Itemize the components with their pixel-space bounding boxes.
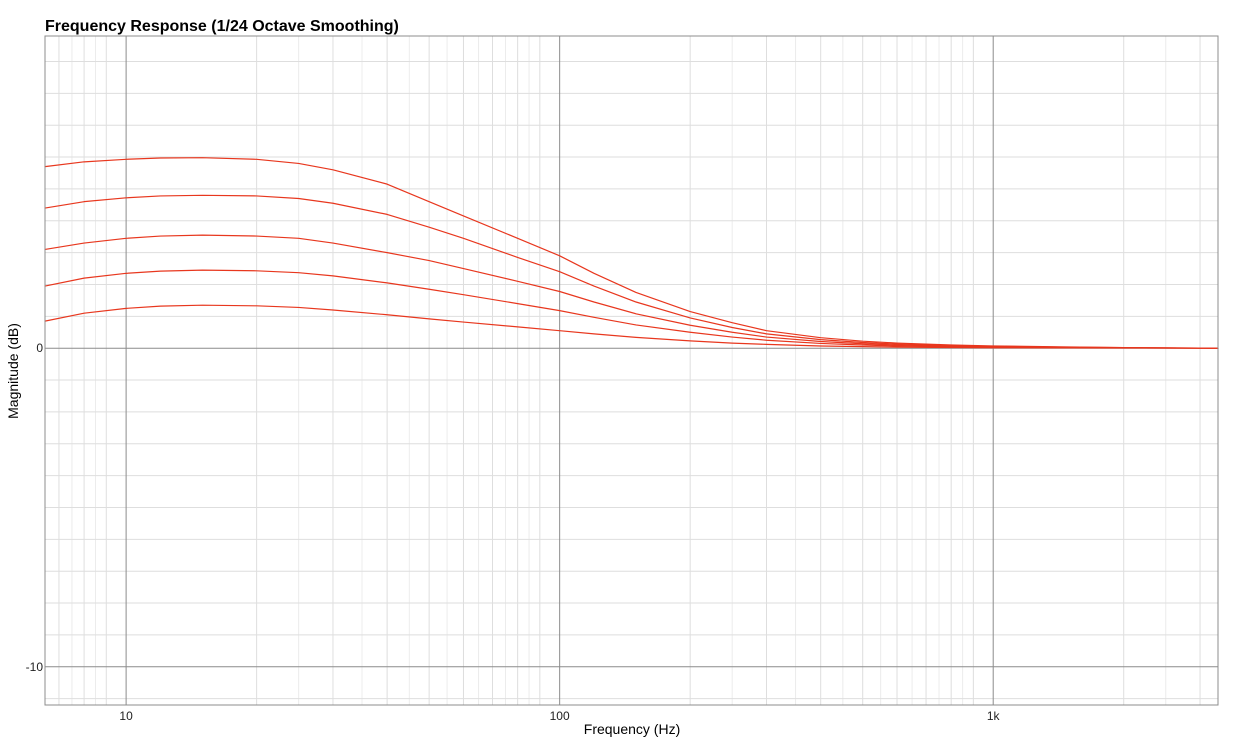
minor-grid xyxy=(45,36,1218,705)
series-layer xyxy=(44,157,1219,349)
chart-title: Frequency Response (1/24 Octave Smoothin… xyxy=(45,18,399,35)
y-tick-label: -10 xyxy=(26,660,44,674)
x-axis-label: Frequency (Hz) xyxy=(584,721,680,737)
response-curve-4 xyxy=(44,269,1219,349)
y-axis-label: Magnitude (dB) xyxy=(5,323,21,419)
major-grid xyxy=(45,36,1218,705)
response-curve-1 xyxy=(44,157,1219,349)
x-tick-label: 10 xyxy=(119,709,133,723)
x-tick-label: 100 xyxy=(550,709,570,723)
y-tick-labels: 0 -10 xyxy=(26,341,44,674)
response-curve-3 xyxy=(44,234,1219,349)
x-tick-label: 1k xyxy=(987,709,1001,723)
x-tick-labels: 10 100 1k xyxy=(119,709,1000,723)
y-tick-label: 0 xyxy=(36,341,43,355)
response-curve-5 xyxy=(44,304,1219,349)
response-curve-2 xyxy=(44,194,1219,349)
plot-frame xyxy=(44,35,1219,706)
